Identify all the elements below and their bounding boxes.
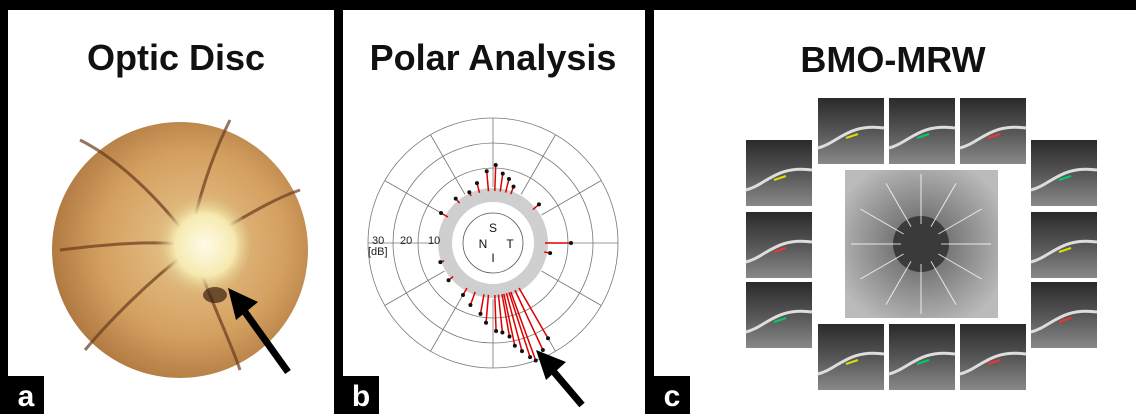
spike bbox=[487, 171, 489, 191]
spike-dot bbox=[541, 348, 545, 352]
spike-dot bbox=[548, 251, 552, 255]
spike-dot bbox=[467, 190, 471, 194]
frame bbox=[0, 0, 1136, 10]
spike-dot bbox=[438, 260, 442, 264]
divider bbox=[645, 0, 654, 414]
unit-label: [dB] bbox=[368, 246, 388, 258]
spike-dot bbox=[501, 172, 505, 176]
optic-disc bbox=[150, 193, 250, 297]
spike bbox=[495, 165, 496, 191]
spoke bbox=[431, 135, 466, 195]
panel-title: Polar Analysis bbox=[370, 37, 617, 78]
ring-label: 10 bbox=[428, 235, 440, 247]
spoke bbox=[385, 271, 445, 306]
spoke bbox=[385, 181, 445, 216]
panel-label: a bbox=[18, 380, 35, 413]
spike-dot bbox=[494, 163, 498, 167]
spike-dot bbox=[528, 355, 532, 359]
panel-label: b bbox=[352, 380, 370, 413]
spike-dot bbox=[494, 329, 498, 333]
sector-label: I bbox=[491, 251, 494, 265]
spike bbox=[495, 295, 496, 331]
spike-dot bbox=[507, 177, 511, 181]
spoke bbox=[541, 181, 601, 216]
spoke bbox=[431, 291, 466, 351]
panel-label: c bbox=[664, 380, 681, 413]
spike-dot bbox=[512, 185, 516, 189]
spike-dot bbox=[484, 321, 488, 325]
frame bbox=[0, 0, 8, 414]
panel-c: BMO-MRW c bbox=[654, 39, 1097, 414]
spike-dot bbox=[537, 202, 541, 206]
panel-title: BMO-MRW bbox=[800, 39, 985, 80]
spoke bbox=[521, 135, 556, 195]
spike-dot bbox=[461, 293, 465, 297]
sector-label: T bbox=[506, 237, 514, 251]
ring-label: 20 bbox=[400, 235, 412, 247]
panel-a: Optic Disc a bbox=[8, 37, 308, 414]
page: Optic Disc a Polar Analysis b 302010[dB]… bbox=[0, 0, 1136, 414]
spike-dot bbox=[485, 169, 489, 173]
disc bbox=[893, 216, 949, 272]
spike bbox=[486, 295, 488, 323]
panel-title: Optic Disc bbox=[87, 37, 265, 78]
spike-dot bbox=[520, 349, 524, 353]
spike-dot bbox=[468, 303, 472, 307]
spike-dot bbox=[478, 312, 482, 316]
sector-label: S bbox=[489, 221, 497, 235]
spike-dot bbox=[447, 278, 451, 282]
spike-dot bbox=[475, 181, 479, 185]
spike-dot bbox=[439, 211, 443, 215]
spoke bbox=[541, 271, 601, 306]
spike-dot bbox=[500, 331, 504, 335]
figure: Optic Disc a Polar Analysis b 302010[dB]… bbox=[0, 0, 1136, 414]
divider bbox=[334, 0, 343, 414]
spike-dot bbox=[546, 336, 550, 340]
sector-label: N bbox=[479, 237, 488, 251]
spike-dot bbox=[507, 335, 511, 339]
spike-dot bbox=[513, 344, 517, 348]
spike-dot bbox=[454, 197, 458, 201]
spike bbox=[498, 295, 502, 333]
spike-dot bbox=[569, 241, 573, 245]
spike-dot bbox=[534, 358, 538, 362]
hemorrhage bbox=[203, 287, 227, 303]
spike bbox=[480, 294, 483, 314]
